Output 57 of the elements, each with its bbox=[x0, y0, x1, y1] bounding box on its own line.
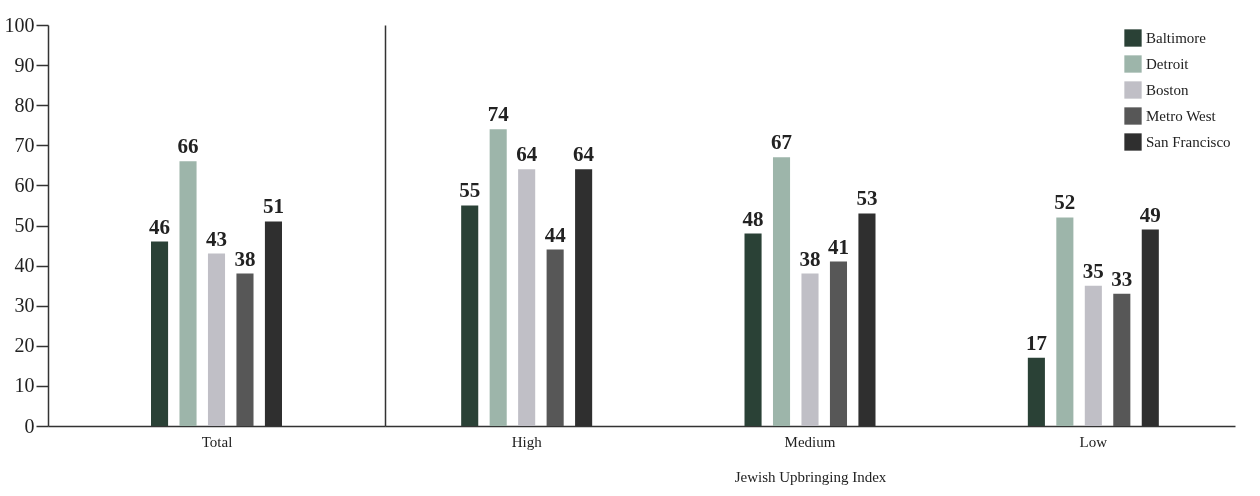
data-label: 38 bbox=[799, 246, 821, 271]
legend-label: San Francisco bbox=[1146, 134, 1231, 150]
data-label: 38 bbox=[234, 246, 256, 271]
data-label: 33 bbox=[1111, 266, 1133, 291]
y-tick-label: 40 bbox=[14, 254, 35, 277]
bar bbox=[1027, 357, 1045, 426]
bar bbox=[179, 161, 197, 426]
data-label: 49 bbox=[1139, 202, 1161, 227]
data-label: 52 bbox=[1054, 190, 1076, 215]
data-label: 53 bbox=[856, 186, 878, 211]
y-tick-label: 90 bbox=[14, 53, 35, 76]
y-tick-label: 10 bbox=[14, 374, 35, 397]
data-label: 48 bbox=[742, 206, 764, 231]
data-label: 44 bbox=[544, 222, 567, 247]
data-label: 64 bbox=[573, 142, 595, 167]
y-tick-label: 70 bbox=[14, 133, 35, 156]
bar bbox=[744, 233, 762, 426]
bar bbox=[1113, 293, 1131, 426]
data-label: 67 bbox=[771, 130, 793, 155]
bar bbox=[461, 205, 479, 426]
data-label: 55 bbox=[459, 178, 481, 203]
bar bbox=[236, 273, 254, 426]
y-tick-label: 30 bbox=[14, 294, 35, 317]
data-label: 74 bbox=[487, 102, 510, 127]
legend-label: Baltimore bbox=[1146, 30, 1207, 46]
legend-label: Detroit bbox=[1146, 56, 1190, 72]
bar bbox=[546, 249, 564, 426]
data-label: 43 bbox=[206, 226, 227, 251]
x-tick-label: High bbox=[511, 433, 543, 450]
data-label: 51 bbox=[262, 194, 284, 219]
bar bbox=[518, 169, 536, 426]
bar bbox=[772, 157, 791, 426]
bar bbox=[1084, 285, 1102, 426]
x-axis-title: Total bbox=[201, 433, 233, 450]
legend-label: Metro West bbox=[1146, 108, 1217, 124]
bar bbox=[1056, 217, 1074, 426]
data-label: 35 bbox=[1082, 258, 1104, 283]
x-axis-title: Jewish Upbringing Index bbox=[734, 468, 887, 485]
legend-label: Boston bbox=[1146, 82, 1190, 98]
y-tick-label: 100 bbox=[4, 13, 35, 36]
y-tick-label: 0 bbox=[24, 414, 35, 437]
bar bbox=[207, 253, 226, 426]
bar bbox=[801, 273, 819, 426]
bar bbox=[151, 241, 169, 426]
y-tick-label: 50 bbox=[14, 214, 35, 236]
data-label: 46 bbox=[149, 214, 171, 239]
data-label: 64 bbox=[516, 142, 538, 167]
x-tick-label: Low bbox=[1079, 433, 1108, 450]
data-label: 66 bbox=[177, 134, 199, 159]
y-tick-label: 80 bbox=[14, 93, 35, 116]
data-label: 41 bbox=[827, 234, 849, 259]
y-tick-label: 60 bbox=[14, 173, 35, 196]
x-tick-label: Medium bbox=[784, 433, 836, 450]
data-label: 17 bbox=[1025, 330, 1047, 355]
bar bbox=[829, 261, 848, 426]
bar bbox=[489, 129, 507, 426]
y-tick-label: 20 bbox=[14, 334, 35, 357]
